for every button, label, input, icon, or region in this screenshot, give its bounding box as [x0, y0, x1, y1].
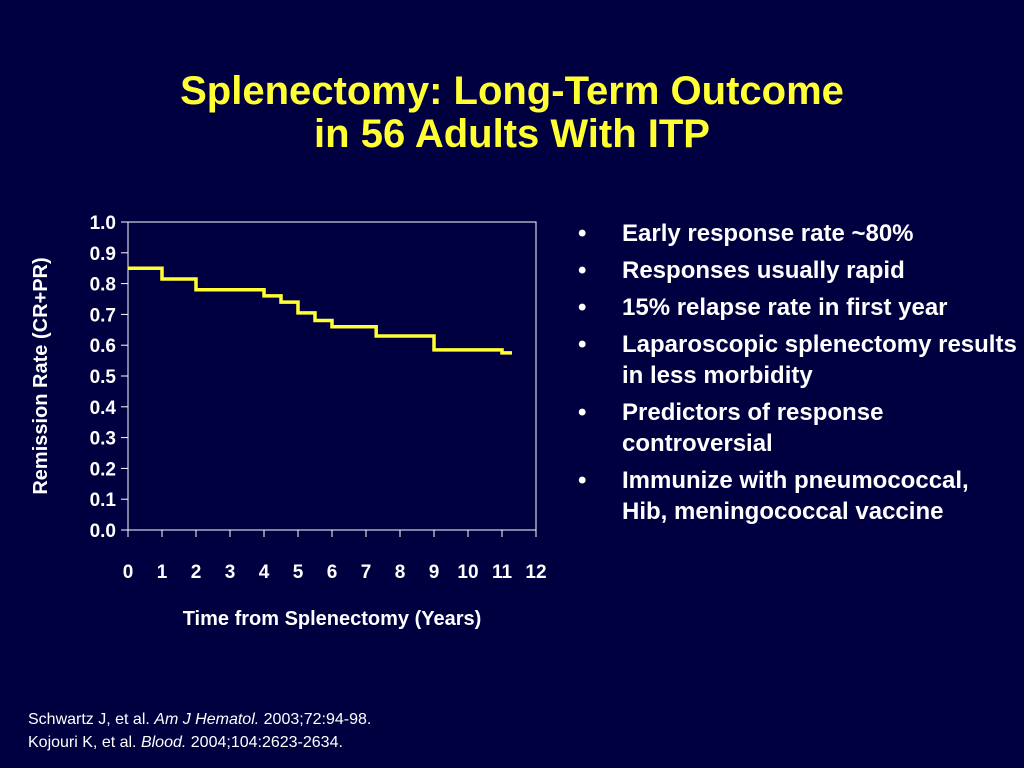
reference-line: Kojouri K, et al. Blood. 2004;104:2623-2…: [28, 731, 371, 754]
slide-title-line-1: Splenectomy: Long-Term Outcome: [180, 69, 844, 113]
reference-citation: 2004;104:2623-2634.: [190, 734, 343, 751]
x-tick-label: 5: [293, 562, 304, 583]
x-tick-label: 9: [429, 562, 440, 583]
y-tick-label: 0.4: [90, 398, 117, 419]
y-tick-label: 0.3: [90, 429, 116, 450]
reference-journal: Am J Hematol.: [154, 711, 260, 728]
references: Schwartz J, et al. Am J Hematol. 2003;72…: [28, 708, 371, 754]
y-tick-label: 0.7: [90, 305, 116, 326]
bullet-item: Responses usually rapid: [578, 255, 1018, 286]
bullet-item: 15% relapse rate in first year: [578, 292, 1018, 323]
x-tick-label: 2: [191, 562, 202, 583]
reference-journal: Blood.: [140, 734, 187, 751]
y-tick-label: 1.0: [90, 213, 116, 234]
x-tick-label: 10: [457, 562, 478, 583]
y-tick-label: 0.2: [90, 459, 116, 480]
plot-area-frame: [127, 221, 537, 531]
x-tick-label: 3: [225, 562, 236, 583]
bullet-item: Immunize with pneumococcal, Hib, meningo…: [578, 465, 1018, 527]
y-axis-label: Remission Rate (CR+PR): [30, 257, 52, 494]
x-tick-label: 7: [361, 562, 372, 583]
chart-axes: [127, 221, 537, 531]
x-tick-label: 8: [395, 562, 406, 583]
chart-tick-labels: 0.00.10.20.30.40.50.60.70.80.91.00 1 2 3 4 5 6…: [90, 213, 547, 583]
remission-step-line: [128, 266, 512, 355]
reference-authors: Kojouri K, et al.: [28, 734, 137, 751]
slide-title-line-2: in 56 Adults With ITP: [314, 112, 710, 156]
bullet-item: Predictors of response controversial: [578, 397, 1018, 459]
reference-authors: Schwartz J, et al.: [28, 711, 150, 728]
x-tick-label: 6: [327, 562, 338, 583]
chart-ticks: [121, 221, 537, 537]
y-tick-label: 0.1: [90, 490, 117, 511]
y-tick-label: 0.9: [90, 244, 116, 265]
x-tick-label: 1: [157, 562, 168, 583]
x-tick-label: 0: [123, 562, 134, 583]
bullet-list: Early response rate ~80% Responses usuall…: [578, 218, 1018, 533]
y-tick-label: 0.8: [90, 275, 116, 296]
chart-series: [128, 266, 512, 355]
x-axis-label: Time from Splenectomy (Years): [183, 608, 482, 630]
x-tick-label: 4: [259, 562, 270, 583]
bullet-item: Early response rate ~80%: [578, 218, 1018, 249]
y-tick-label: 0.0: [90, 521, 116, 542]
bullet-item: Laparoscopic splenectomy results in less…: [578, 329, 1018, 391]
remission-rate-chart: 0.00.10.20.30.40.50.60.70.80.91.00 1 2 3 4 5 6…: [30, 213, 547, 630]
y-tick-label: 0.5: [90, 367, 117, 388]
reference-citation: 2003;72:94-98.: [263, 711, 372, 728]
x-tick-label: 12: [525, 562, 546, 583]
x-tick-label: 11: [492, 562, 513, 583]
reference-line: Schwartz J, et al. Am J Hematol. 2003;72…: [28, 708, 371, 731]
y-tick-label: 0.6: [90, 336, 116, 357]
slide-title: Splenectomy: Long-Term Outcome in 56 Adu…: [0, 70, 1024, 156]
